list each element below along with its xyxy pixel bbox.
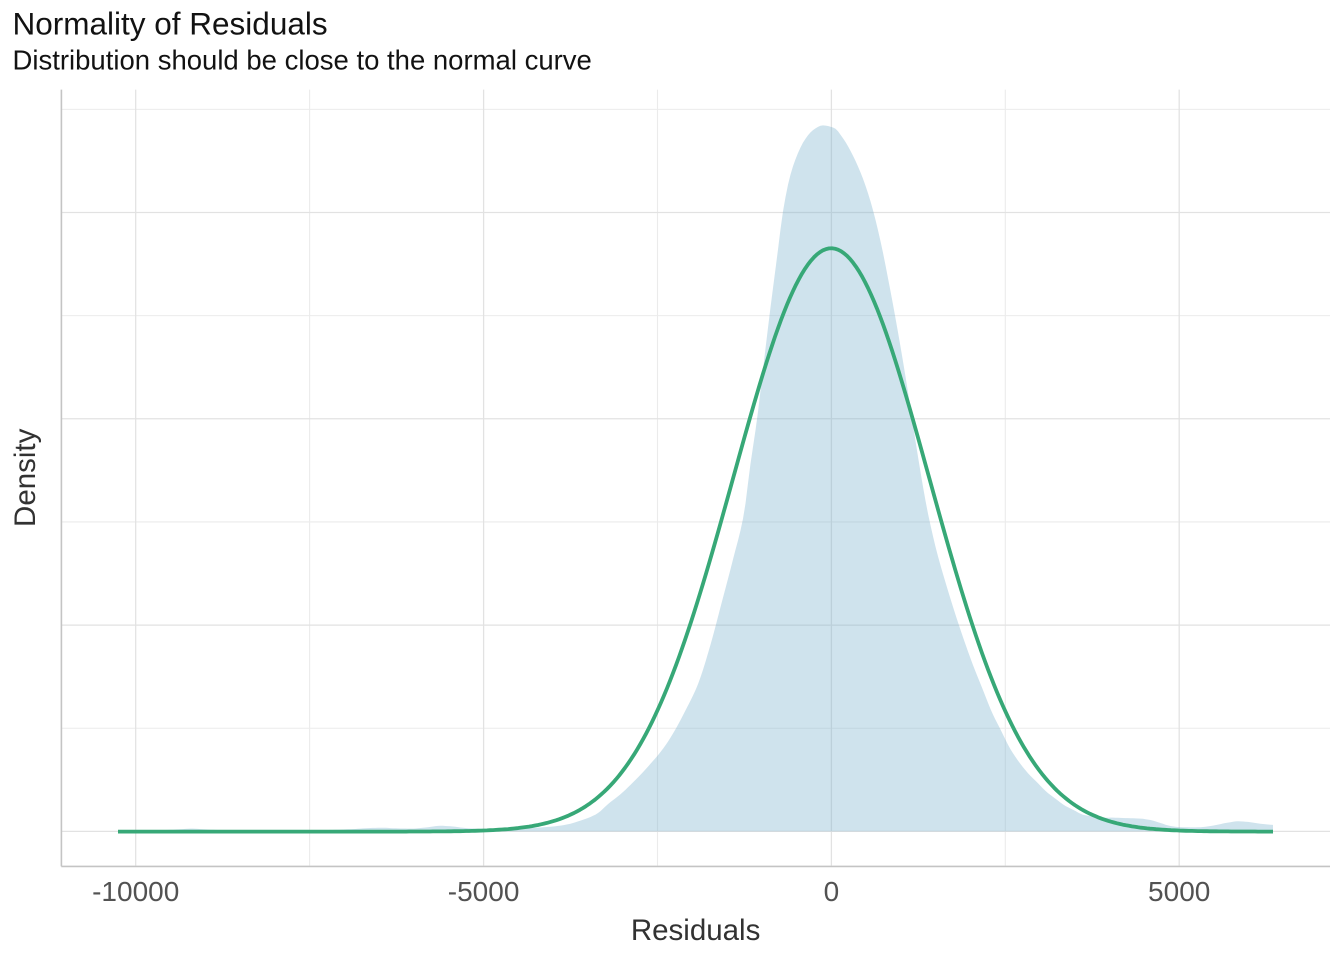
svg-text:0: 0: [824, 876, 840, 907]
svg-text:-10000: -10000: [92, 876, 179, 907]
svg-text:Normality of Residuals: Normality of Residuals: [13, 6, 328, 42]
svg-text:-5000: -5000: [448, 876, 520, 907]
svg-text:Distribution should be close t: Distribution should be close to the norm…: [13, 45, 592, 76]
svg-text:Density: Density: [9, 428, 42, 527]
svg-text:5000: 5000: [1148, 876, 1210, 907]
svg-text:Residuals: Residuals: [631, 914, 761, 947]
